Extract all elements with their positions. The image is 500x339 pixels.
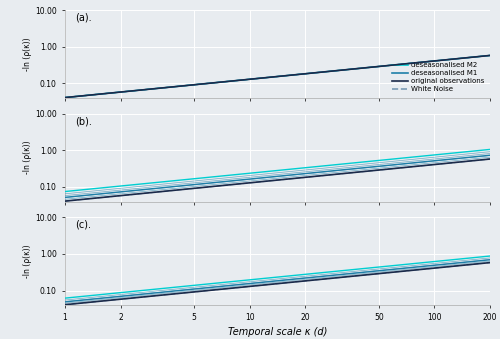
Y-axis label: -ln (ρ(κ)): -ln (ρ(κ)) — [23, 141, 32, 175]
Y-axis label: -ln (ρ(κ)): -ln (ρ(κ)) — [23, 244, 32, 278]
Y-axis label: -ln (ρ(κ)): -ln (ρ(κ)) — [23, 37, 32, 71]
X-axis label: Temporal scale κ (d): Temporal scale κ (d) — [228, 326, 327, 337]
Text: (a).: (a). — [76, 13, 92, 23]
Text: (b).: (b). — [76, 116, 92, 126]
Text: (c).: (c). — [76, 220, 92, 230]
Legend: deseasonalised M2, deseasonalised M1, original observations, White Noise: deseasonalised M2, deseasonalised M1, or… — [390, 60, 486, 95]
